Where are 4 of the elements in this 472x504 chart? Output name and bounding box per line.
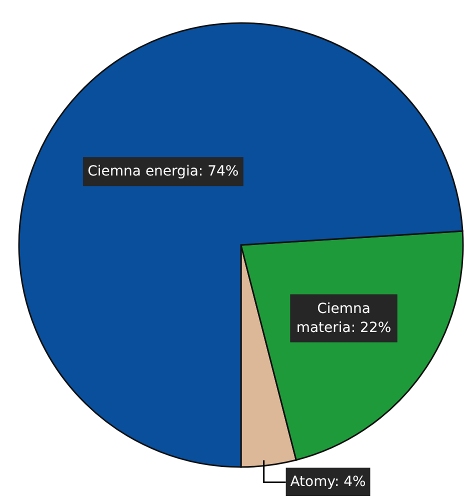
slice-label: Ciemna materia: 22% — [296, 300, 392, 336]
pie-slice — [18, 22, 464, 468]
slice-label: Ciemna energia: 74% — [88, 164, 239, 180]
slice-label: Atomy: 4% — [290, 474, 366, 490]
